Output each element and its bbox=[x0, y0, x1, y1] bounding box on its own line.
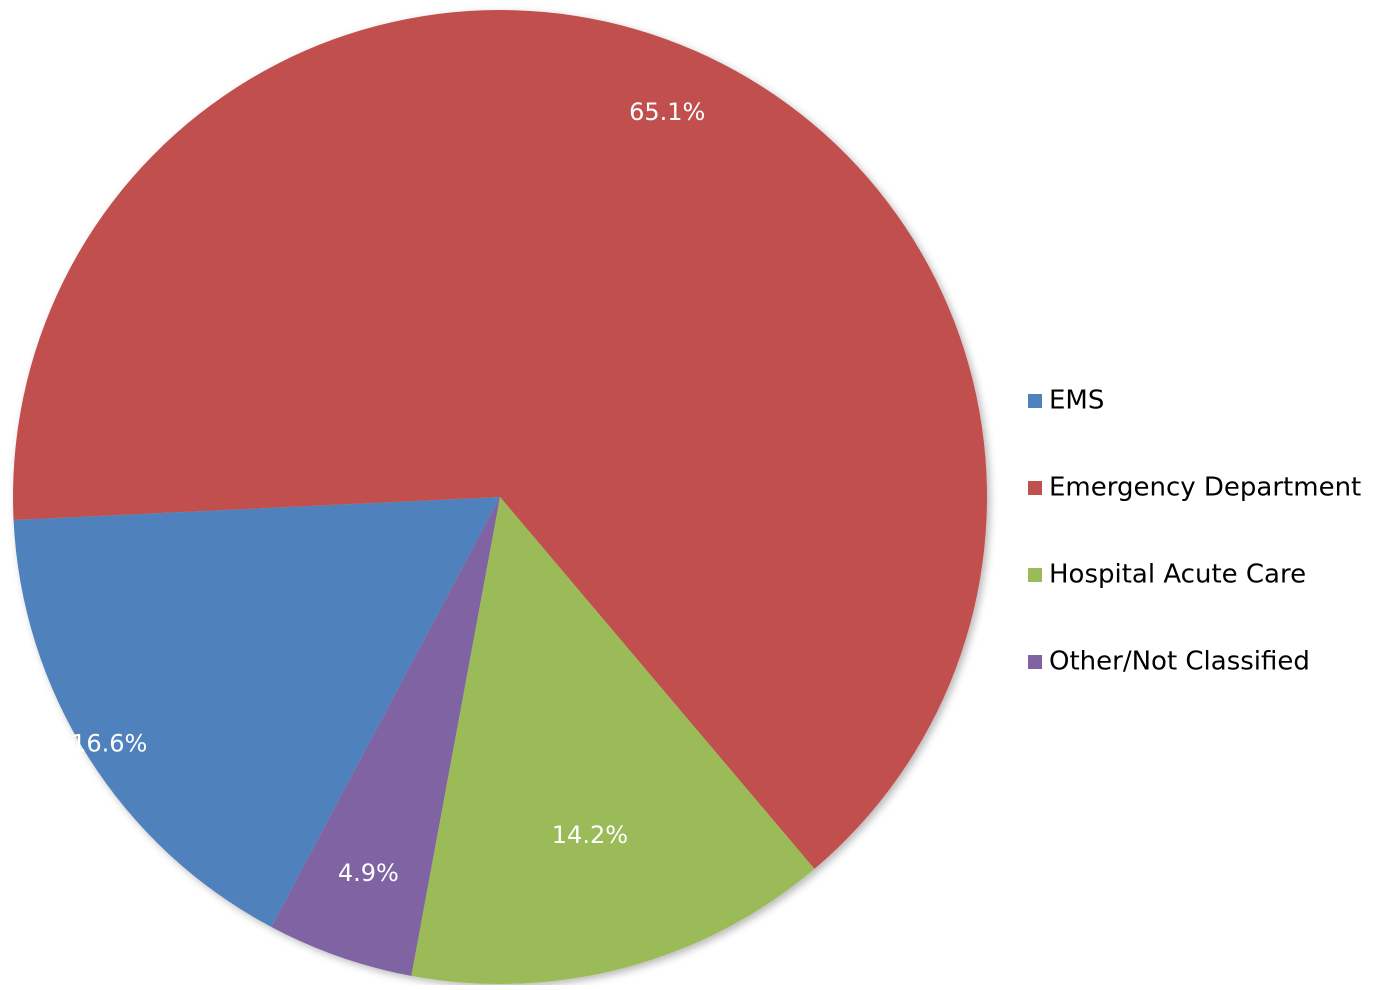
legend-swatch-ems bbox=[1028, 394, 1042, 408]
legend-entry-hospital-acute-care: Hospital Acute Care bbox=[1028, 560, 1306, 590]
legend-label-emergency-department: Emergency Department bbox=[1049, 473, 1361, 503]
legend-entry-ems: EMS bbox=[1028, 386, 1104, 416]
data-label-ems: 16.6% bbox=[71, 730, 147, 758]
legend-label-hospital-acute-care: Hospital Acute Care bbox=[1049, 560, 1306, 590]
legend-label-other-not-classified: Other/Not Classified bbox=[1049, 647, 1310, 677]
legend-entry-emergency-department: Emergency Department bbox=[1028, 473, 1361, 503]
pie-slice-ems bbox=[13, 497, 501, 927]
legend-swatch-other-not-classified bbox=[1028, 655, 1042, 669]
legend-label-ems: EMS bbox=[1049, 386, 1104, 416]
data-label-emergency-department: 65.1% bbox=[629, 98, 705, 126]
pie-slice-other-not-classified bbox=[271, 497, 500, 976]
legend-swatch-hospital-acute-care bbox=[1028, 568, 1042, 582]
pie-slice-hospital-acute-care bbox=[411, 497, 815, 984]
legend: EMS Emergency Department Hospital Acute Ca… bbox=[1028, 386, 1361, 677]
data-label-other-not-classified: 4.9% bbox=[338, 859, 399, 887]
legend-swatch-emergency-department bbox=[1028, 481, 1042, 495]
pie-slice-emergency-department bbox=[13, 9, 988, 869]
pie-slices bbox=[13, 9, 988, 984]
data-label-hospital-acute-care: 14.2% bbox=[552, 821, 628, 849]
legend-entry-other-not-classified: Other/Not Classified bbox=[1028, 647, 1310, 677]
pie-data-labels: 16.6% 65.1% 14.2% 4.9% bbox=[71, 98, 705, 887]
